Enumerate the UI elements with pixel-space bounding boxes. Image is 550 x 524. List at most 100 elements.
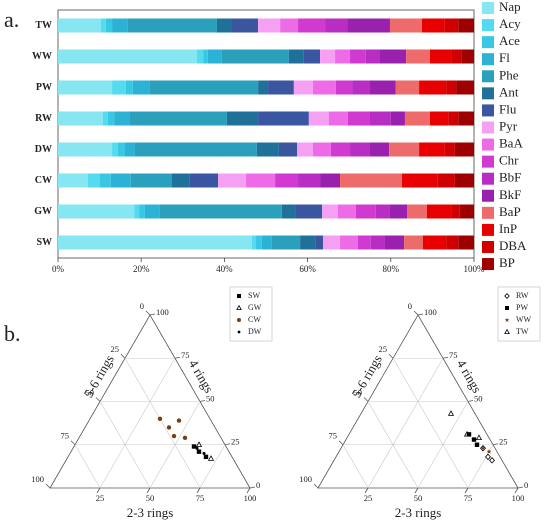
tick-label: 75	[449, 350, 458, 360]
tick-label: 100	[512, 493, 525, 503]
legend-label: InP	[499, 221, 517, 236]
bar-segment	[226, 111, 259, 126]
bar-segment	[459, 204, 474, 219]
bar-segment	[114, 111, 130, 126]
bar-segment	[340, 235, 358, 250]
bar-segment	[134, 142, 257, 157]
bar-segment	[110, 173, 131, 188]
tick-mark	[45, 483, 51, 489]
tick-label: 75	[181, 350, 190, 360]
y-tick-label: RW	[35, 113, 52, 124]
legend-swatch	[482, 172, 494, 185]
bar-segment	[322, 204, 338, 219]
marker	[195, 441, 203, 447]
tick-mark	[514, 487, 519, 494]
bar-segment	[298, 18, 326, 33]
tick-mark	[414, 487, 419, 494]
y-tick-label: CW	[35, 175, 52, 186]
legend-swatch	[482, 138, 494, 151]
legend-swatch	[482, 240, 494, 253]
bar-segment	[458, 18, 474, 33]
bar-segment	[256, 142, 279, 157]
marker	[466, 432, 472, 437]
bar-segment	[384, 235, 405, 250]
tick-label: 25	[231, 437, 240, 447]
bar-segment	[454, 142, 474, 157]
tick-mark	[364, 487, 369, 494]
marker	[236, 304, 242, 310]
tick-mark	[70, 440, 76, 446]
bar-segment	[278, 142, 298, 157]
legend-label: SW	[248, 291, 260, 300]
bar-segment	[350, 49, 366, 64]
marker	[202, 451, 206, 455]
bar-segment	[102, 111, 108, 126]
bar-segment	[402, 173, 438, 188]
bar-segment	[107, 111, 115, 126]
bar-segment	[357, 235, 371, 250]
legend-swatch	[482, 189, 494, 202]
bar-segment	[322, 235, 341, 250]
bar-segment	[149, 80, 259, 95]
legend-label: BaA	[499, 136, 523, 151]
bar-segment	[407, 204, 427, 219]
grid-line	[367, 401, 419, 489]
marker	[504, 293, 510, 299]
tick-mark	[224, 443, 231, 446]
tick-mark	[442, 356, 449, 359]
tick-mark	[120, 353, 126, 359]
tick-mark	[388, 353, 394, 359]
x-tick-label: 80%	[383, 264, 400, 274]
bar-segment	[352, 80, 370, 95]
tick-mark	[363, 397, 369, 402]
x-tick-label: 60%	[299, 264, 316, 274]
bar-segment	[446, 80, 457, 95]
axis-label: 5-6 rings	[349, 352, 385, 400]
bar-segment	[350, 142, 370, 157]
bar-segment	[112, 80, 126, 95]
legend-label: WW	[516, 315, 532, 324]
bar-segment	[370, 80, 396, 95]
legend-swatch	[482, 258, 494, 271]
grid-line	[342, 444, 369, 489]
bar-segment	[404, 111, 430, 126]
tick-label: 0	[408, 301, 412, 311]
legend-label: PW	[516, 303, 528, 312]
marker	[504, 317, 510, 322]
axis-label: 2-3 rings	[395, 505, 442, 520]
bar-segment	[58, 235, 252, 250]
tick-label: 50	[86, 387, 95, 397]
tick-label: 100	[31, 474, 44, 484]
marker	[474, 442, 480, 447]
bar-segment	[281, 204, 296, 219]
tick-mark	[417, 313, 424, 316]
bar-segment	[298, 173, 321, 188]
bar-segment	[313, 142, 331, 157]
legend-swatch	[482, 223, 494, 236]
tick-label: 50	[414, 493, 423, 503]
bar-segment	[134, 204, 140, 219]
tick-label: 0	[256, 480, 260, 490]
bar-segment	[189, 173, 219, 188]
tick-label: 0	[524, 480, 528, 490]
bar-segment	[303, 49, 321, 64]
marker	[480, 445, 486, 451]
bar-segment	[365, 49, 380, 64]
legend-label: BbF	[499, 170, 521, 185]
legend-swatch	[482, 121, 494, 134]
legend-label: Ant	[499, 84, 519, 99]
bar-segment	[320, 49, 336, 64]
bar-segment	[454, 173, 474, 188]
marker	[475, 434, 483, 440]
bar-segment	[369, 142, 390, 157]
legend-label: BaP	[499, 204, 521, 219]
tick-mark	[146, 487, 151, 494]
legend-swatch	[482, 155, 494, 168]
legend-swatch	[482, 87, 494, 100]
tick-label: 75	[464, 493, 473, 503]
bar-segment	[451, 49, 462, 64]
marker	[182, 435, 188, 441]
tick-mark	[145, 310, 151, 316]
x-tick-label: 100%	[464, 264, 486, 274]
y-tick-label: PW	[36, 82, 52, 93]
